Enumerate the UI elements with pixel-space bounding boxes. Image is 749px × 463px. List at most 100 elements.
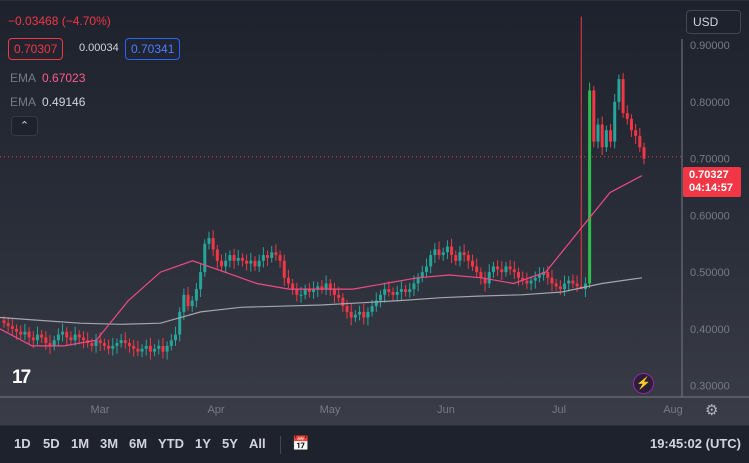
candle-body (266, 255, 270, 258)
spread-value: 0.00034 (79, 42, 119, 54)
candle-body (424, 266, 428, 273)
ema-fast-legend[interactable]: EMA 0.67023 (10, 71, 85, 85)
price-tick-label: 0.30000 (690, 381, 730, 393)
candle-body (270, 252, 274, 258)
candle-body (2, 320, 6, 324)
candle-body (374, 300, 378, 307)
bottom-toolbar: 1D 5D 1M 3M 6M YTD 1Y 5Y All 📅 19:45:02 … (0, 425, 749, 463)
last-price-badge: 0.70327 04:14:57 (683, 167, 741, 197)
tradingview-logo-icon[interactable]: 17 (12, 367, 31, 388)
time-tick-label: May (320, 404, 341, 416)
price-tick-label: 0.90000 (690, 40, 730, 52)
range-6m-button[interactable]: 6M (129, 436, 148, 451)
candle-body (600, 124, 604, 148)
lightning-icon[interactable]: ⚡ (633, 373, 654, 394)
candle-body (592, 90, 596, 142)
candle-body (153, 348, 157, 352)
candle-body (77, 334, 81, 338)
candle-body (249, 260, 253, 264)
candle-body (642, 147, 646, 159)
ema-fast-label: EMA (10, 71, 37, 85)
candle-body (48, 343, 52, 346)
candle-body (475, 266, 479, 273)
price-tick-label: 0.70000 (690, 154, 730, 166)
candle-body (508, 266, 512, 270)
candle-body (107, 345, 111, 349)
candle-body (73, 334, 77, 341)
candle-body (144, 345, 148, 349)
candle-body (236, 257, 240, 261)
bar-countdown: 04:14:57 (689, 182, 734, 194)
candle-body (441, 252, 445, 256)
candle-body (558, 286, 562, 290)
candle-body (161, 345, 165, 352)
candle-body (31, 337, 35, 341)
candle-body (253, 260, 257, 267)
candle-body (69, 337, 73, 341)
candle-body (341, 297, 345, 307)
candle-body (94, 340, 98, 346)
range-all-button[interactable]: All (249, 436, 266, 451)
gear-icon[interactable]: ⚙ (705, 402, 719, 419)
candle-body (274, 252, 278, 256)
candle-body (316, 286, 320, 290)
ema-slow-legend[interactable]: EMA 0.49146 (10, 95, 85, 109)
candle-body (169, 340, 173, 346)
range-5d-button[interactable]: 5D (43, 436, 60, 451)
candle-body (52, 340, 56, 346)
chart-area[interactable]: 0.90000 0.80000 0.70000 0.60000 0.50000 0.400… (0, 0, 749, 425)
range-1y-button[interactable]: 1Y (195, 436, 211, 451)
collapse-legend-button[interactable]: ⌃ (11, 116, 38, 136)
candle-body (324, 283, 328, 290)
price-chart[interactable]: 0.90000 0.80000 0.70000 0.60000 0.50000 0.400… (0, 1, 749, 426)
candle-body (291, 283, 295, 290)
candle-body (383, 289, 387, 295)
calendar-arrows-icon[interactable]: 📅 (292, 435, 310, 451)
candle-body (575, 283, 579, 287)
candle-body (182, 294, 186, 312)
candle-body (433, 249, 437, 256)
candle-body (10, 326, 14, 329)
utc-clock[interactable]: 19:45:02 (UTC) (649, 436, 741, 451)
range-1d-button[interactable]: 1D (14, 436, 31, 451)
range-3m-button[interactable]: 3M (100, 436, 119, 451)
candle-body (450, 246, 454, 256)
candle-body (454, 255, 458, 261)
candle-body (257, 260, 261, 267)
candle-body (157, 345, 161, 349)
candle-body (111, 345, 115, 349)
bid-price-button[interactable]: 0.70307 (8, 38, 64, 60)
candle-body (102, 343, 106, 346)
candle-body (40, 334, 44, 338)
candle-body (215, 249, 219, 261)
candle-body (596, 124, 600, 142)
range-1m-button[interactable]: 1M (71, 436, 90, 451)
candle-body (609, 130, 613, 142)
candle-body (638, 135, 642, 148)
candle-body (261, 255, 265, 261)
candle-body (228, 255, 232, 261)
candle-body (466, 255, 470, 261)
candle-body (533, 277, 537, 281)
time-tick-label: Mar (91, 404, 110, 416)
ema-slow-label: EMA (10, 95, 37, 109)
candle-body (496, 266, 500, 270)
ask-price-button[interactable]: 0.70341 (125, 38, 181, 60)
candle-body (27, 331, 31, 338)
last-price: 0.70327 (689, 169, 729, 181)
candle-body (303, 289, 307, 295)
candle-body (307, 289, 311, 292)
candle-body (190, 300, 194, 307)
time-tick-label: Jul (552, 404, 566, 416)
range-ytd-button[interactable]: YTD (158, 436, 184, 451)
candle-body (366, 311, 370, 318)
candle-body (90, 343, 94, 346)
range-5y-button[interactable]: 5Y (222, 436, 238, 451)
candle-body (203, 243, 207, 273)
candle-body (416, 277, 420, 284)
candle-body (563, 283, 567, 290)
candle-body (15, 328, 19, 332)
candle-body (437, 249, 441, 256)
currency-selector[interactable]: USD (686, 10, 741, 34)
currency-label: USD (693, 15, 719, 29)
